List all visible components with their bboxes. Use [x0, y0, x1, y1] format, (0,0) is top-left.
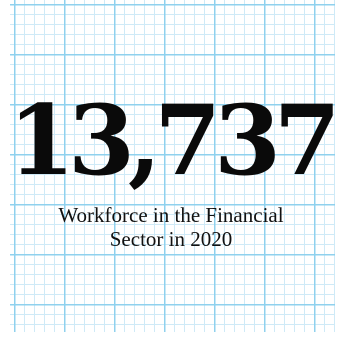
graph-paper-background [10, 0, 335, 332]
stat-caption-line-2: Sector in 2020 [109, 227, 233, 251]
stat-value: 13,737 [8, 84, 340, 197]
stat-caption: Workforce in the Financial Sector in 202… [0, 203, 342, 251]
stat-caption-line-1: Workforce in the Financial [58, 203, 284, 227]
